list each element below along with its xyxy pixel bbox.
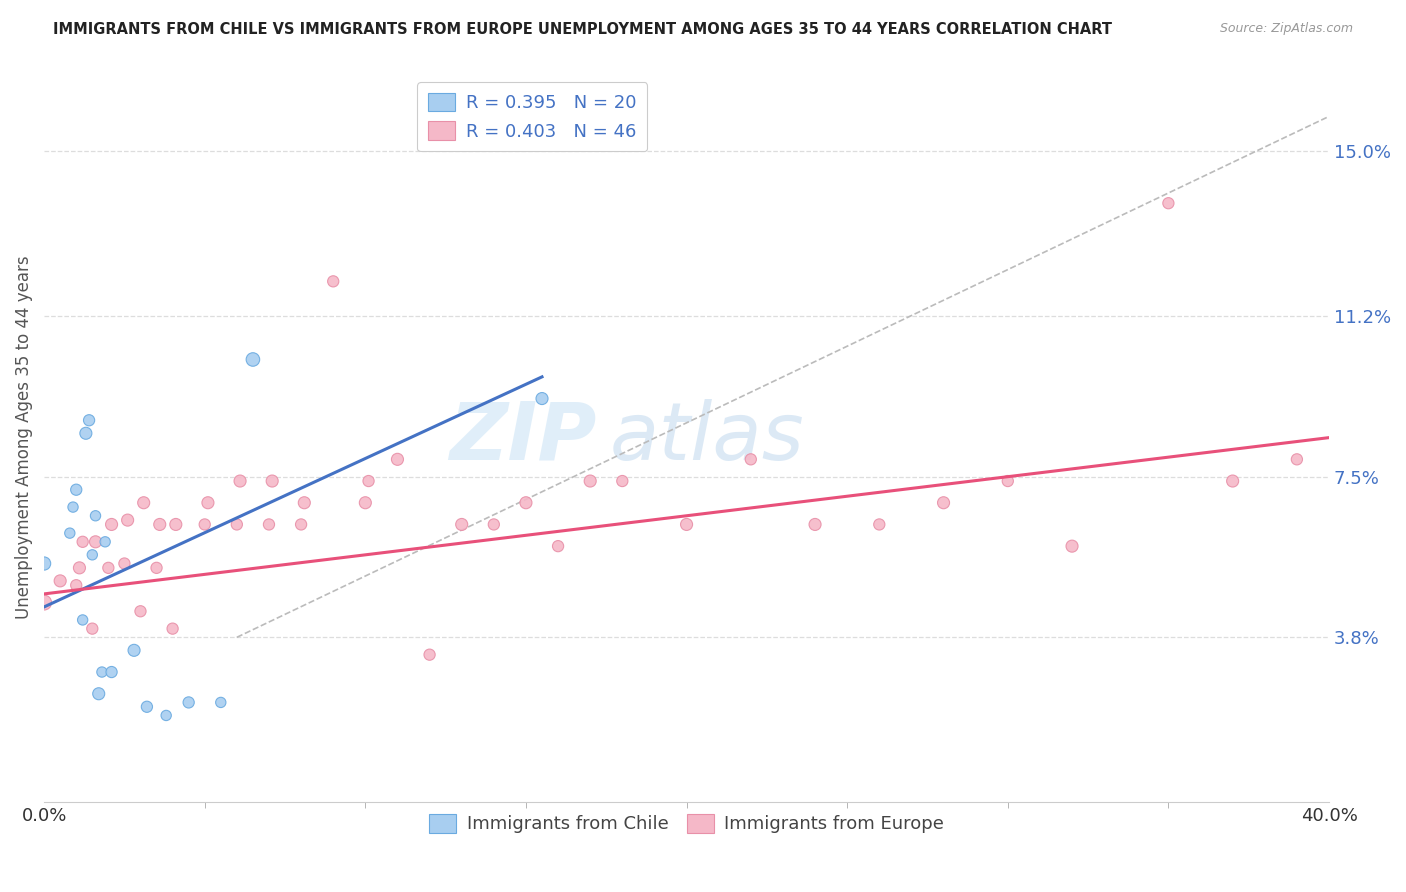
Point: [32, 557, 55, 571]
Point: [177, 695, 200, 709]
Point: [547, 539, 569, 553]
Point: [450, 517, 472, 532]
Point: [242, 352, 264, 367]
Point: [122, 643, 145, 657]
Point: [357, 474, 380, 488]
Point: [740, 452, 762, 467]
Point: [84, 508, 107, 523]
Point: [932, 496, 955, 510]
Point: [225, 517, 247, 532]
Point: [322, 274, 344, 288]
Point: [62, 500, 84, 514]
Text: ZIP: ZIP: [450, 399, 596, 476]
Point: [100, 517, 122, 532]
Point: [419, 648, 441, 662]
Point: [69, 561, 91, 575]
Point: [82, 622, 104, 636]
Point: [75, 426, 97, 441]
Point: [387, 452, 409, 467]
Text: IMMIGRANTS FROM CHILE VS IMMIGRANTS FROM EUROPE UNEMPLOYMENT AMONG AGES 35 TO 44: IMMIGRANTS FROM CHILE VS IMMIGRANTS FROM…: [53, 22, 1112, 37]
Text: Source: ZipAtlas.com: Source: ZipAtlas.com: [1219, 22, 1353, 36]
Point: [997, 474, 1019, 488]
Point: [515, 496, 537, 510]
Point: [87, 687, 110, 701]
Point: [354, 496, 377, 510]
Point: [145, 561, 167, 575]
Point: [612, 474, 634, 488]
Point: [132, 496, 155, 510]
Point: [149, 517, 172, 532]
Point: [65, 483, 87, 497]
Point: [65, 578, 87, 592]
Point: [209, 695, 232, 709]
Point: [290, 517, 312, 532]
Point: [90, 665, 112, 679]
Point: [229, 474, 252, 488]
Point: [197, 496, 219, 510]
Point: [32, 596, 55, 610]
Point: [257, 517, 280, 532]
Point: [292, 496, 315, 510]
Point: [262, 474, 284, 488]
Point: [482, 517, 505, 532]
Point: [1285, 452, 1308, 467]
Legend: Immigrants from Chile, Immigrants from Europe: Immigrants from Chile, Immigrants from E…: [418, 804, 955, 845]
Point: [77, 413, 100, 427]
Point: [94, 534, 117, 549]
Point: [804, 517, 827, 532]
Point: [100, 665, 122, 679]
Point: [84, 534, 107, 549]
Point: [59, 526, 82, 541]
Point: [579, 474, 602, 488]
Point: [675, 517, 697, 532]
Point: [97, 561, 120, 575]
Point: [162, 622, 184, 636]
Point: [194, 517, 217, 532]
Point: [82, 548, 104, 562]
Point: [1060, 539, 1083, 553]
Point: [49, 574, 72, 588]
Point: [135, 699, 157, 714]
Point: [72, 613, 94, 627]
Point: [165, 517, 187, 532]
Point: [72, 534, 94, 549]
Point: [117, 513, 139, 527]
Text: atlas: atlas: [609, 399, 804, 476]
Point: [112, 557, 135, 571]
Point: [155, 708, 177, 723]
Point: [530, 392, 553, 406]
Point: [1157, 196, 1180, 211]
Y-axis label: Unemployment Among Ages 35 to 44 years: Unemployment Among Ages 35 to 44 years: [15, 256, 32, 619]
Point: [868, 517, 890, 532]
Point: [1222, 474, 1244, 488]
Point: [129, 604, 152, 618]
